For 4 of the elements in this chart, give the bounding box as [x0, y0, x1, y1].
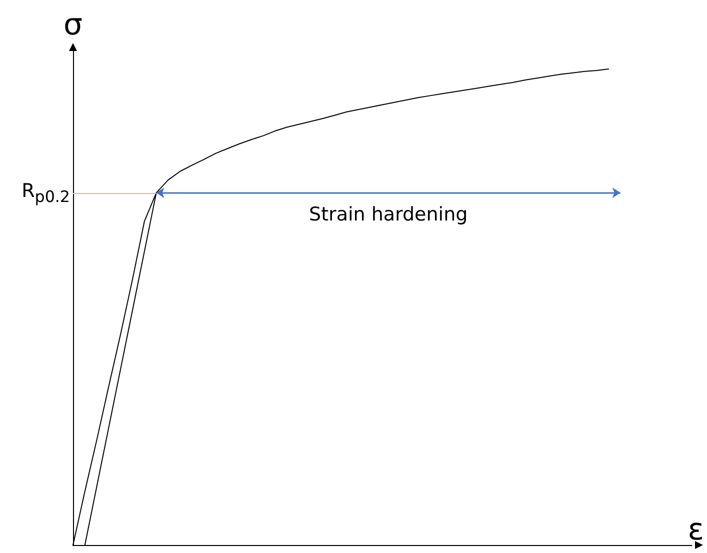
ref-line-label: R$_{p0.2}$: [22, 178, 70, 208]
y-axis-title: σ: [63, 8, 83, 42]
x-axis-title: ε: [688, 512, 704, 548]
annotation: Strain hardening: [309, 203, 468, 226]
